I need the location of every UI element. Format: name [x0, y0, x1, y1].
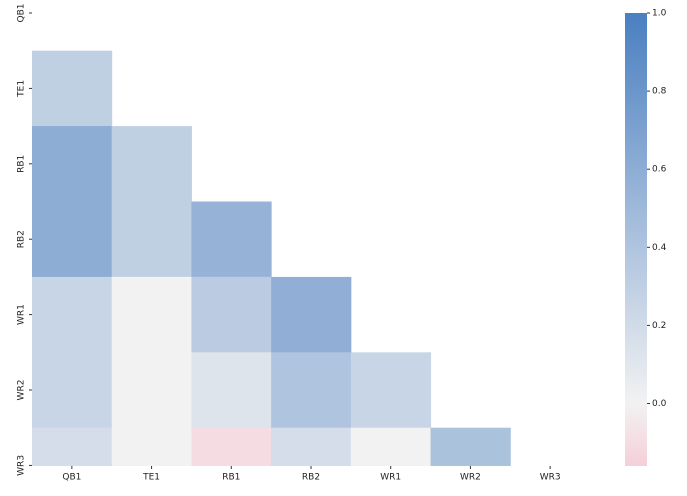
x-tick-label: QB1 — [62, 473, 81, 483]
x-tick-label: WR2 — [460, 473, 481, 483]
heatmap-cell — [191, 276, 272, 353]
heatmap-cell — [430, 427, 511, 466]
y-tick-label: WR2 — [17, 380, 27, 401]
heatmap-cell — [32, 427, 113, 466]
colorbar-tick-label: 0.4 — [652, 243, 667, 253]
cells — [32, 50, 511, 466]
heatmap-cell — [350, 427, 432, 466]
heatmap-cell — [32, 352, 113, 429]
heatmap-cell — [32, 126, 113, 202]
x-tick-label: RB1 — [222, 473, 240, 483]
heatmap-cell — [271, 276, 352, 353]
x-tick-label: TE1 — [142, 473, 160, 483]
heatmap-cell — [191, 201, 272, 278]
heatmap-cell — [111, 352, 192, 429]
x-tick-label: RB2 — [302, 473, 320, 483]
heatmap-cell — [32, 201, 113, 278]
y-tick-label: TE1 — [17, 80, 27, 98]
heatmap-cell — [32, 50, 113, 127]
x-tick-label: WR1 — [380, 473, 401, 483]
heatmap-cell — [271, 427, 352, 466]
x-tick-label: WR3 — [540, 473, 561, 483]
colorbar-tick-label: 0.2 — [652, 321, 666, 331]
y-tick-label: QB1 — [17, 4, 27, 23]
colorbar-tick-label: 0.6 — [652, 165, 667, 175]
y-tick-label: WR3 — [17, 455, 27, 476]
heatmap-cell — [191, 352, 272, 429]
heatmap-cell — [271, 352, 352, 429]
heatmap-cell — [32, 276, 113, 353]
heatmap-cell — [350, 352, 432, 429]
heatmap-cell — [111, 201, 192, 278]
y-tick-label: RB1 — [17, 155, 27, 173]
heatmap-cell — [191, 427, 272, 466]
heatmap-cell — [111, 427, 192, 466]
y-tick-label: WR1 — [17, 304, 27, 325]
colorbar-tick-label: 0.0 — [652, 399, 667, 409]
colorbar-tick-label: 0.8 — [652, 87, 667, 97]
colorbar-tick-label: 1.0 — [652, 9, 667, 19]
y-tick-label: RB2 — [17, 230, 27, 248]
heatmap-cell — [111, 276, 192, 353]
heatmap-cell — [111, 126, 192, 202]
colorbar — [625, 13, 647, 466]
